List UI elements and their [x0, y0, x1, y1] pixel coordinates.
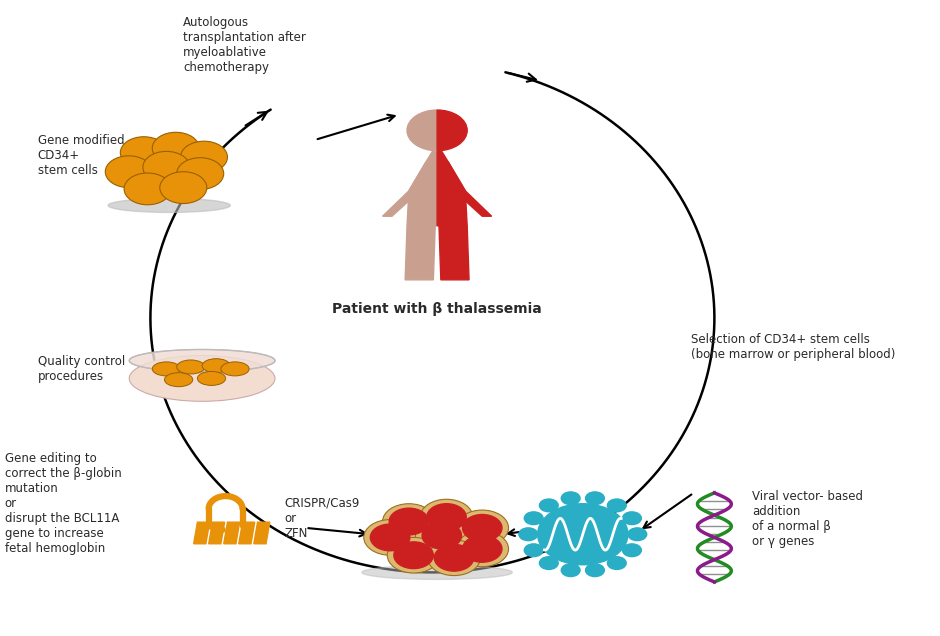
Ellipse shape	[152, 362, 180, 376]
Ellipse shape	[164, 373, 193, 387]
Polygon shape	[437, 151, 467, 226]
Circle shape	[462, 536, 502, 562]
Circle shape	[160, 172, 207, 204]
Circle shape	[525, 512, 543, 525]
Circle shape	[607, 556, 626, 569]
Circle shape	[124, 173, 171, 205]
Circle shape	[628, 528, 647, 541]
Polygon shape	[194, 522, 210, 544]
Polygon shape	[254, 522, 270, 544]
Circle shape	[525, 544, 543, 556]
Circle shape	[586, 492, 604, 504]
Text: CRISPR/Cas9
or
ZFN: CRISPR/Cas9 or ZFN	[285, 497, 360, 540]
Circle shape	[540, 556, 558, 569]
Circle shape	[364, 520, 416, 555]
Wedge shape	[437, 110, 467, 151]
Text: Viral vector- based
addition
of a normal β
or γ genes: Viral vector- based addition of a normal…	[752, 490, 863, 548]
Circle shape	[143, 151, 190, 183]
Ellipse shape	[202, 359, 230, 373]
Circle shape	[607, 499, 626, 512]
Circle shape	[180, 141, 227, 173]
Circle shape	[434, 544, 474, 571]
Ellipse shape	[197, 371, 226, 385]
Circle shape	[105, 156, 152, 188]
Circle shape	[561, 492, 580, 504]
Polygon shape	[224, 522, 240, 544]
Ellipse shape	[362, 565, 512, 579]
Polygon shape	[407, 151, 437, 226]
Circle shape	[120, 137, 167, 169]
Circle shape	[622, 544, 641, 556]
Circle shape	[177, 158, 224, 190]
Circle shape	[415, 518, 468, 553]
Text: Autologous
transplantation after
myeloablative
chemotherapy: Autologous transplantation after myeloab…	[183, 16, 306, 74]
Circle shape	[519, 528, 538, 541]
Ellipse shape	[130, 350, 274, 371]
Ellipse shape	[108, 198, 230, 212]
Circle shape	[427, 504, 466, 530]
Polygon shape	[405, 226, 435, 280]
Circle shape	[422, 522, 462, 549]
Circle shape	[456, 531, 509, 567]
Text: Quality control
procedures: Quality control procedures	[38, 355, 125, 383]
Text: Patient with β thalassemia: Patient with β thalassemia	[332, 302, 542, 316]
Polygon shape	[239, 522, 255, 544]
Circle shape	[622, 512, 641, 525]
Circle shape	[462, 515, 502, 541]
Circle shape	[394, 542, 433, 569]
Text: Gene editing to
correct the β-globin
mutation
or
disrupt the BCL11A
gene to incr: Gene editing to correct the β-globin mut…	[5, 452, 121, 555]
Circle shape	[561, 564, 580, 577]
Circle shape	[428, 540, 480, 576]
Circle shape	[586, 564, 604, 577]
Circle shape	[370, 524, 410, 551]
Circle shape	[152, 132, 199, 164]
Circle shape	[540, 499, 558, 512]
Circle shape	[538, 504, 628, 565]
Ellipse shape	[130, 356, 274, 401]
Text: Selection of CD34+ stem cells
(bone marrow or peripheral blood): Selection of CD34+ stem cells (bone marr…	[691, 333, 895, 361]
Circle shape	[387, 537, 440, 573]
Wedge shape	[407, 110, 437, 151]
Circle shape	[420, 499, 473, 535]
Polygon shape	[439, 226, 469, 280]
Polygon shape	[383, 162, 432, 216]
Circle shape	[383, 504, 435, 539]
Ellipse shape	[177, 360, 205, 374]
Polygon shape	[442, 162, 492, 216]
Circle shape	[389, 508, 429, 535]
Text: Gene modified
CD34+
stem cells: Gene modified CD34+ stem cells	[38, 134, 124, 177]
Polygon shape	[209, 522, 225, 544]
Ellipse shape	[221, 362, 249, 376]
Circle shape	[456, 510, 509, 546]
